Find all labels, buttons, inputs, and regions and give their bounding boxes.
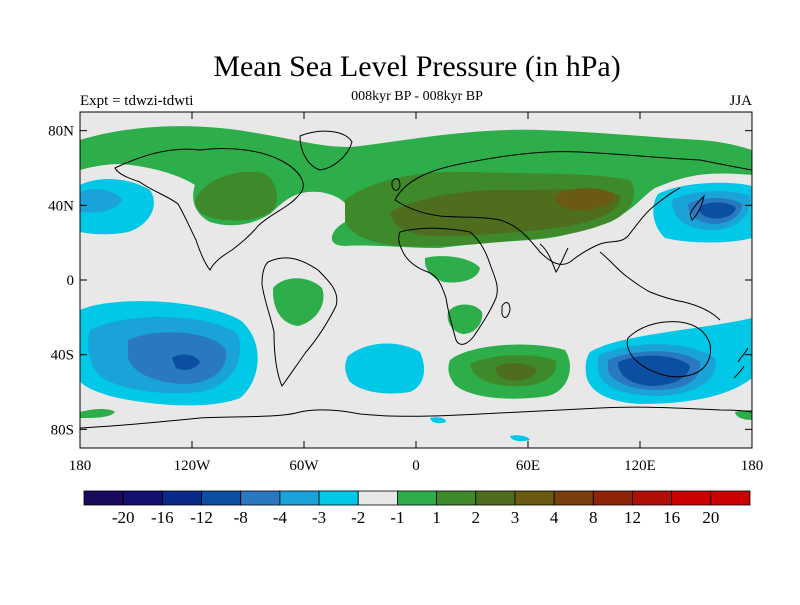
colorbar-label: -8 xyxy=(234,508,248,527)
longitude-axis: 180 120W 60W 0 60E 120E 180 xyxy=(69,112,764,474)
colorbar-swatch xyxy=(553,490,594,506)
experiment-label: Expt = tdwzi-tdwti xyxy=(80,93,194,109)
coast-southeast-asia xyxy=(599,251,721,321)
colorbar-label: -20 xyxy=(112,508,135,527)
antarctic-negative-patch-2 xyxy=(510,435,530,442)
south-australia-negative-peak xyxy=(618,355,690,386)
colorbar-swatch xyxy=(397,490,437,506)
coast-australia xyxy=(626,321,711,378)
north-pacific-negative-inner xyxy=(80,189,122,213)
south-pacific-negative-peak xyxy=(172,354,200,370)
colorbar-swatch xyxy=(671,490,712,506)
colorbar-swatch xyxy=(83,490,124,506)
colorbar-swatch xyxy=(201,490,242,506)
colorbar-swatch xyxy=(240,490,281,506)
lon-tick-label: 60E xyxy=(516,458,540,474)
colorbar-swatch xyxy=(710,490,751,506)
lat-tick-label: 80S xyxy=(51,422,74,438)
lat-tick-label: 40S xyxy=(51,348,74,364)
colorbar-label: 16 xyxy=(663,508,680,527)
colorbar-swatch xyxy=(122,490,163,506)
coast-south-america xyxy=(261,257,338,387)
colorbar-swatch xyxy=(436,490,477,506)
colorbar-swatch xyxy=(318,490,359,506)
coast-madagascar xyxy=(501,302,511,318)
colorbar-label: -12 xyxy=(190,508,213,527)
lon-tick-label: 120W xyxy=(174,458,212,474)
colorbar-label: -16 xyxy=(151,508,174,527)
colorbar-swatch xyxy=(592,490,633,506)
coast-new-zealand xyxy=(733,347,749,379)
coast-north-america xyxy=(114,148,304,271)
colorbar-swatch xyxy=(632,490,673,506)
latitude-axis: 80N 40N 0 40S 80S xyxy=(48,124,752,438)
lat-tick-label: 0 xyxy=(67,273,75,289)
season-label: JJA xyxy=(729,93,752,109)
coast-antarctica xyxy=(80,406,752,429)
antarctic-positive-region-west xyxy=(80,409,115,418)
coast-british-isles xyxy=(391,178,401,191)
colorbar-swatch xyxy=(357,490,398,506)
northwest-pacific-negative-peak xyxy=(699,202,736,219)
colorbar-label: 20 xyxy=(702,508,719,527)
south-indian-peak-region xyxy=(496,362,537,381)
antarctic-positive-region-east xyxy=(735,410,752,420)
plot-subtitle: 008kyr BP - 008kyr BP xyxy=(351,89,483,104)
lon-tick-label: 180 xyxy=(69,458,92,474)
coastlines xyxy=(80,130,752,429)
colorbar-label: -2 xyxy=(351,508,365,527)
lon-tick-label: 0 xyxy=(412,458,420,474)
lon-tick-label: 60W xyxy=(289,458,319,474)
lon-tick-label: 120E xyxy=(624,458,656,474)
coast-india xyxy=(539,243,569,274)
colorbar-label: -1 xyxy=(390,508,404,527)
south-atlantic-negative-region xyxy=(345,343,425,394)
central-asia-peak-region xyxy=(554,188,615,210)
north-america-positive-region xyxy=(195,171,277,221)
map-field xyxy=(80,112,752,448)
africa-positive-region xyxy=(447,304,483,334)
colorbar: -20 -16 -12 -8 -4 -3 -2 -1 1 2 3 4 8 12 16 20 xyxy=(83,490,751,527)
plot-title: Mean Sea Level Pressure (in hPa) xyxy=(213,50,621,83)
colorbar-swatch xyxy=(514,490,555,506)
colorbar-swatch xyxy=(475,490,516,506)
africa-west-positive-region xyxy=(424,256,480,283)
colorbar-label: 1 xyxy=(432,508,441,527)
antarctic-negative-patch-1 xyxy=(430,417,446,424)
colorbar-label: 2 xyxy=(472,508,481,527)
lat-tick-label: 40N xyxy=(48,198,74,214)
lat-tick-label: 80N xyxy=(48,124,74,140)
colorbar-swatch xyxy=(279,490,320,506)
colorbar-swatch xyxy=(161,490,202,506)
coast-greenland xyxy=(299,130,353,171)
coast-europe-asia xyxy=(394,151,752,265)
colorbar-label: 12 xyxy=(624,508,641,527)
colorbar-label: -4 xyxy=(273,508,288,527)
colorbar-label: 4 xyxy=(550,508,559,527)
coast-japan xyxy=(689,194,705,221)
colorbar-label: 8 xyxy=(589,508,598,527)
lon-tick-label: 180 xyxy=(741,458,764,474)
colorbar-label: -3 xyxy=(312,508,326,527)
coast-africa xyxy=(398,227,498,345)
colorbar-label: 3 xyxy=(511,508,520,527)
south-america-positive-region xyxy=(272,278,324,326)
